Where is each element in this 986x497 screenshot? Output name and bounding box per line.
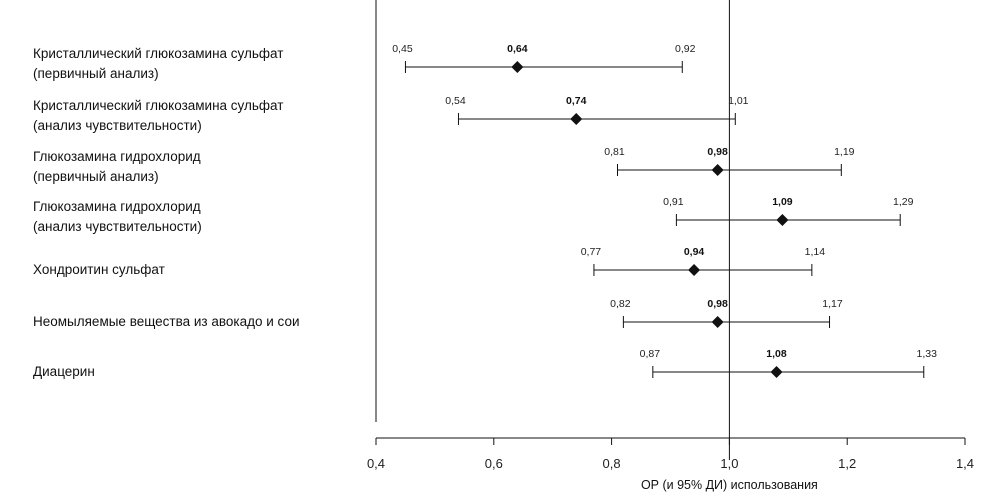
estimate-marker — [570, 113, 583, 125]
row-label: (первичный анализ) — [33, 169, 159, 184]
ci-lower-label: 0,91 — [663, 196, 684, 208]
forest-row: Диацерин 0,87 1,33 1,08 — [33, 348, 937, 379]
ci-upper-label: 1,33 — [917, 348, 938, 360]
estimate-label: 0,98 — [707, 298, 728, 310]
row-label: Глюкозамина гидрохлорид — [33, 199, 201, 214]
ci-lower-label: 0,54 — [445, 95, 466, 107]
x-tick-label: 0,6 — [485, 456, 503, 471]
estimate-marker — [711, 316, 724, 328]
estimate-label: 1,09 — [772, 196, 793, 208]
x-tick-label: 0,8 — [603, 456, 621, 471]
estimate-label: 0,74 — [566, 95, 587, 107]
forest-row: Глюкозамина гидрохлорид (первичный анализ… — [33, 146, 855, 184]
row-label: (анализ чувствительности) — [33, 219, 202, 234]
x-tick-label: 1,0 — [720, 456, 738, 471]
ci-upper-label: 1,14 — [805, 246, 826, 258]
row-label: Кристаллический глюкозамина сульфат — [33, 98, 283, 113]
x-axis-title: ОР (и 95% ДИ) использования — [641, 478, 818, 492]
row-label: (первичный анализ) — [33, 66, 159, 81]
x-tick-label: 1,4 — [956, 456, 974, 471]
estimate-marker — [776, 214, 789, 226]
estimate-label: 0,94 — [684, 246, 705, 258]
estimate-marker — [688, 264, 701, 276]
forest-row: Неомыляемые вещества из авокадо и сои 0,8… — [33, 298, 843, 329]
row-label: Неомыляемые вещества из авокадо и сои — [33, 314, 300, 329]
forest-row: Кристаллический глюкозамина сульфат (анал… — [33, 95, 749, 133]
estimate-marker — [511, 61, 524, 73]
ci-lower-label: 0,77 — [581, 246, 602, 258]
row-label: Кристаллический глюкозамина сульфат — [33, 46, 283, 61]
ci-upper-label: 0,92 — [675, 43, 696, 55]
forest-row: Кристаллический глюкозамина сульфат (перв… — [33, 43, 696, 81]
row-label: Диацерин — [33, 364, 95, 379]
forest-row: Глюкозамина гидрохлорид (анализ чувствите… — [33, 196, 914, 234]
estimate-label: 0,98 — [707, 146, 728, 158]
x-tick-label: 0,4 — [367, 456, 385, 471]
ci-upper-label: 1,01 — [728, 95, 749, 107]
estimate-label: 1,08 — [766, 348, 787, 360]
ci-lower-label: 0,82 — [610, 298, 631, 310]
ci-lower-label: 0,87 — [640, 348, 661, 360]
ci-upper-label: 1,29 — [893, 196, 914, 208]
estimate-marker — [770, 366, 783, 378]
row-label: Хондроитин сульфат — [33, 262, 165, 277]
ci-lower-label: 0,45 — [392, 43, 413, 55]
estimate-label: 0,64 — [507, 43, 528, 55]
row-label: Глюкозамина гидрохлорид — [33, 149, 201, 164]
ci-upper-label: 1,19 — [834, 146, 855, 158]
row-label: (анализ чувствительности) — [33, 118, 202, 133]
ci-lower-label: 0,81 — [604, 146, 625, 158]
ci-upper-label: 1,17 — [822, 298, 843, 310]
estimate-marker — [711, 164, 724, 176]
x-tick-label: 1,2 — [838, 456, 856, 471]
forest-row: Хондроитин сульфат 0,77 1,14 0,94 — [33, 246, 825, 277]
